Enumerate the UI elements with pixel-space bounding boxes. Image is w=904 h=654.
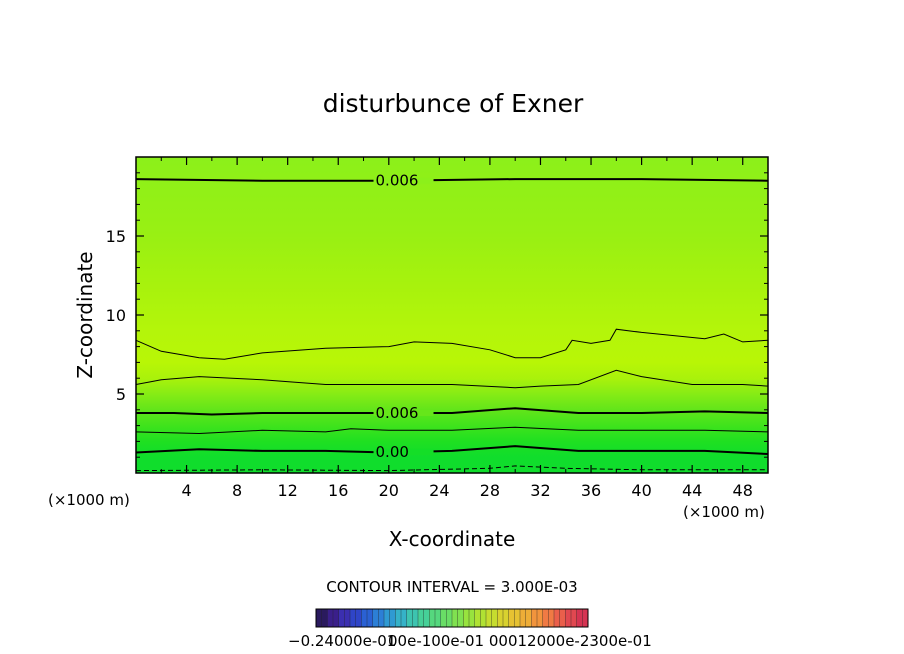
x-tick-label: 20 <box>379 481 399 500</box>
y-tick-label: 5 <box>116 385 126 404</box>
y-tick-label: 10 <box>106 306 126 325</box>
colorbar-labels-overlap: 00e-100e-01 00012000e-2300e-01 <box>388 632 652 650</box>
y-axis-label: Z-coordinate <box>73 251 97 378</box>
x-tick-label: 48 <box>733 481 753 500</box>
x-tick-label: 12 <box>278 481 298 500</box>
contour-line-3 <box>135 369 769 389</box>
contour-fill-area <box>136 157 768 473</box>
x-axis-ticks: 4 8 12 16 20 24 28 32 36 40 44 48 <box>160 157 753 500</box>
x-tick-label: 4 <box>181 481 191 500</box>
x-tick-label: 32 <box>530 481 550 500</box>
dashed-contour-line-1 <box>135 465 768 472</box>
contour-line-6 <box>135 445 769 455</box>
x-tick-label: 16 <box>328 481 348 500</box>
colorbar-labels: −0.24000e-01 <box>288 632 396 650</box>
contour-label-gap <box>373 177 434 184</box>
y-tick-label: 15 <box>106 227 126 246</box>
contour-interval-text: CONTOUR INTERVAL = 3.000E-03 <box>326 578 577 596</box>
y-axis-unit: (×1000 m) <box>48 491 130 509</box>
contour-label-6: 0.00 <box>376 443 409 461</box>
y-axis-ticks: 5 10 15 <box>106 172 768 458</box>
contour-label-4: 0.006 <box>376 404 419 422</box>
x-tick-label: 24 <box>429 481 449 500</box>
contour-label-gap <box>373 448 434 455</box>
x-axis-unit: (×1000 m) <box>683 503 765 521</box>
x-tick-label: 40 <box>631 481 651 500</box>
x-axis-label: X-coordinate <box>389 527 516 551</box>
contour-line-5 <box>135 426 769 435</box>
x-tick-label: 28 <box>480 481 500 500</box>
contour-label-1: 0.006 <box>376 172 419 190</box>
contour-labels: 0.006 0.006 0.00 <box>373 172 434 461</box>
x-tick-label: 36 <box>581 481 601 500</box>
chart-title: disturbunce of Exner <box>323 89 584 118</box>
contour-label-gap <box>373 409 434 416</box>
contour-lines <box>135 178 769 472</box>
contour-fill <box>136 157 768 473</box>
x-tick-label: 44 <box>682 481 702 500</box>
colorbar-frame <box>315 608 589 628</box>
colorbar <box>315 608 589 628</box>
x-tick-label: 8 <box>232 481 242 500</box>
contour-line-2 <box>135 328 769 360</box>
contour-line-1 <box>135 178 769 182</box>
